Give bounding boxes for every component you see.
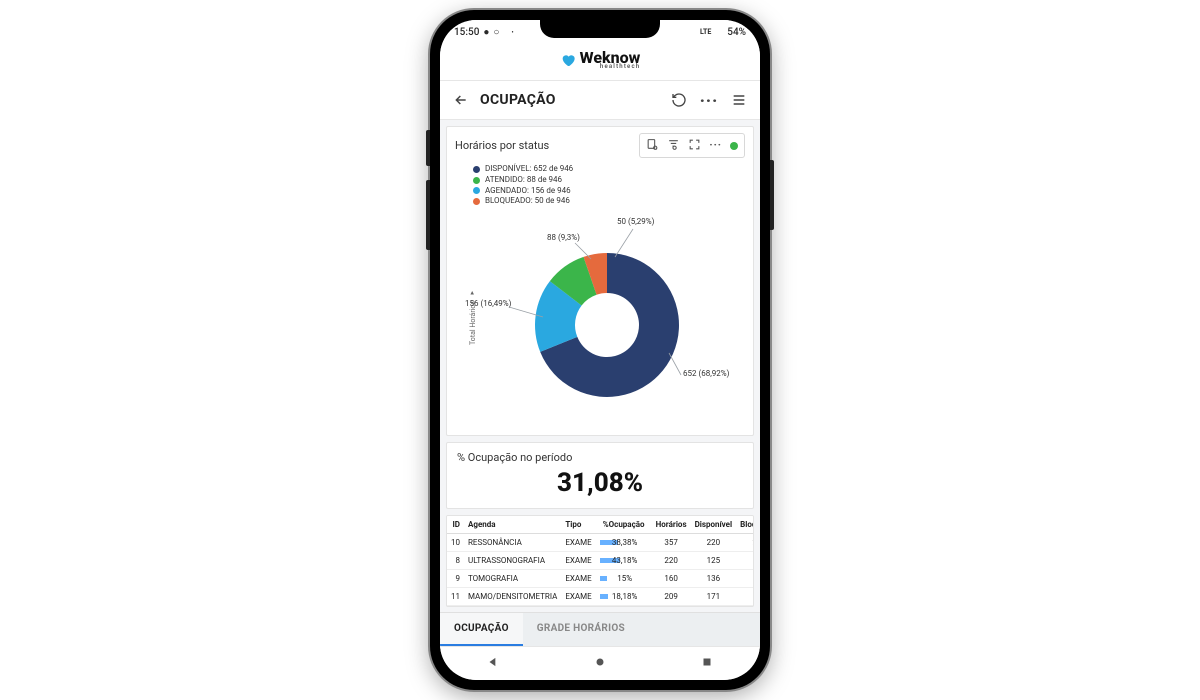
chart-legend: DISPONÍVEL: 652 de 946ATENDIDO: 88 de 94…: [447, 164, 753, 211]
legend-swatch: [473, 166, 480, 173]
lte-icon: LTE: [700, 28, 711, 36]
kpi-value: 31,08%: [447, 466, 753, 508]
chart-card: Horários por status ··· DISPONÍVEL: 652 …: [446, 126, 754, 436]
brand-bar: Weknow healthtech: [440, 44, 760, 81]
slice-label-bloqueado: 50 (5,29%): [617, 217, 654, 226]
legend-swatch: [473, 187, 480, 194]
hamburger-icon: [731, 92, 747, 108]
triangle-left-icon: [486, 655, 500, 669]
col-1[interactable]: Agenda: [464, 516, 561, 534]
chart-title: Horários por status: [455, 139, 633, 152]
donut-wrap: Total Horários 50 (5,29%)88 (9,3%)156 (1…: [447, 211, 753, 435]
chart-toolbar: ···: [639, 133, 745, 158]
nav-home[interactable]: [593, 654, 607, 673]
status-dot-icon: [730, 142, 738, 150]
col-0[interactable]: ID: [447, 516, 464, 534]
android-navbar: [440, 646, 760, 680]
kpi-title: % Ocupação no período: [447, 443, 753, 466]
chat-icon: ●: [483, 27, 489, 38]
bottom-tabs: OCUPAÇÃOGRADE HORÁRIOS: [440, 612, 760, 646]
screen: 15:50 ● ○ • LTE 54% Weknow: [440, 20, 760, 680]
donut-chart: [447, 215, 760, 425]
nav-back[interactable]: [486, 654, 500, 673]
occupancy-table: IDAgendaTipo%OcupaçãoHoráriosDisponívelB…: [447, 516, 754, 606]
col-4[interactable]: Horários: [652, 516, 691, 534]
slice-label-agendado: 156 (16,49%): [465, 299, 511, 308]
filter-icon: [667, 138, 680, 151]
col-3[interactable]: %Ocupação: [596, 516, 652, 534]
legend-item-disponivel[interactable]: DISPONÍVEL: 652 de 946: [473, 164, 745, 175]
table-row[interactable]: 9TOMOGRAFIAEXAME15%1601362: [447, 570, 754, 588]
legend-label: ATENDIDO: 88 de 946: [485, 175, 562, 186]
circle-icon: [593, 655, 607, 669]
kpi-card: % Ocupação no período 31,08%: [446, 442, 754, 509]
legend-swatch: [473, 177, 480, 184]
legend-item-agendado[interactable]: AGENDADO: 156 de 946: [473, 186, 745, 197]
nav-recent[interactable]: [700, 654, 714, 673]
dot-icon: •: [511, 29, 513, 36]
legend-swatch: [473, 198, 480, 205]
page-title: OCUPAÇÃO: [480, 92, 660, 108]
slice-label-atendido: 88 (9,3%): [547, 233, 580, 242]
table-card: IDAgendaTipo%OcupaçãoHoráriosDisponívelB…: [446, 515, 754, 607]
chart-more-button[interactable]: ···: [709, 140, 722, 151]
brand-tag: healthtech: [580, 64, 641, 70]
more-button[interactable]: ···: [698, 89, 720, 111]
phone-frame: 15:50 ● ○ • LTE 54% Weknow: [430, 10, 770, 690]
search-doc-icon: [646, 138, 659, 151]
square-icon: [700, 655, 714, 669]
refresh-icon: [671, 92, 687, 108]
back-button[interactable]: [450, 89, 472, 111]
arrow-left-icon: [453, 92, 469, 108]
phone-notch: [540, 20, 660, 38]
inspect-button[interactable]: [646, 136, 659, 155]
status-battery: 54%: [727, 27, 746, 38]
brand-logo: Weknow healthtech: [560, 50, 641, 70]
slice-label-disponivel: 652 (68,92%): [683, 369, 729, 378]
table-row[interactable]: 8ULTRASSONOGRAFIAEXAME43,18%22012517: [447, 552, 754, 570]
tab-grade-horários[interactable]: GRADE HORÁRIOS: [523, 613, 639, 646]
legend-item-atendido[interactable]: ATENDIDO: 88 de 946: [473, 175, 745, 186]
heart-icon: [560, 52, 576, 68]
status-time: 15:50: [454, 27, 479, 38]
menu-button[interactable]: [728, 89, 750, 111]
col-5[interactable]: Disponível: [691, 516, 737, 534]
legend-label: BLOQUEADO: 50 de 946: [485, 196, 570, 207]
page-header: OCUPAÇÃO ···: [440, 81, 760, 120]
tab-ocupação[interactable]: OCUPAÇÃO: [440, 613, 523, 646]
col-2[interactable]: Tipo: [561, 516, 595, 534]
expand-icon: [688, 138, 701, 151]
fullscreen-button[interactable]: [688, 136, 701, 155]
legend-item-bloqueado[interactable]: BLOQUEADO: 50 de 946: [473, 196, 745, 207]
filter-button[interactable]: [667, 136, 680, 155]
refresh-button[interactable]: [668, 89, 690, 111]
circle-icon: ○: [493, 27, 499, 38]
legend-label: DISPONÍVEL: 652 de 946: [485, 164, 573, 175]
table-row[interactable]: 10RESSONÂNCIAEXAME38,38%35722026: [447, 534, 754, 552]
legend-label: AGENDADO: 156 de 946: [485, 186, 571, 197]
col-6[interactable]: Bloquead: [736, 516, 754, 534]
content: Horários por status ··· DISPONÍVEL: 652 …: [440, 120, 760, 612]
table-row[interactable]: 11MAMO/DENSITOMETRIAEXAME18,18%2091715: [447, 588, 754, 606]
